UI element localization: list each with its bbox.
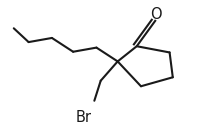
Text: Br: Br: [76, 111, 92, 125]
Text: O: O: [150, 7, 162, 22]
